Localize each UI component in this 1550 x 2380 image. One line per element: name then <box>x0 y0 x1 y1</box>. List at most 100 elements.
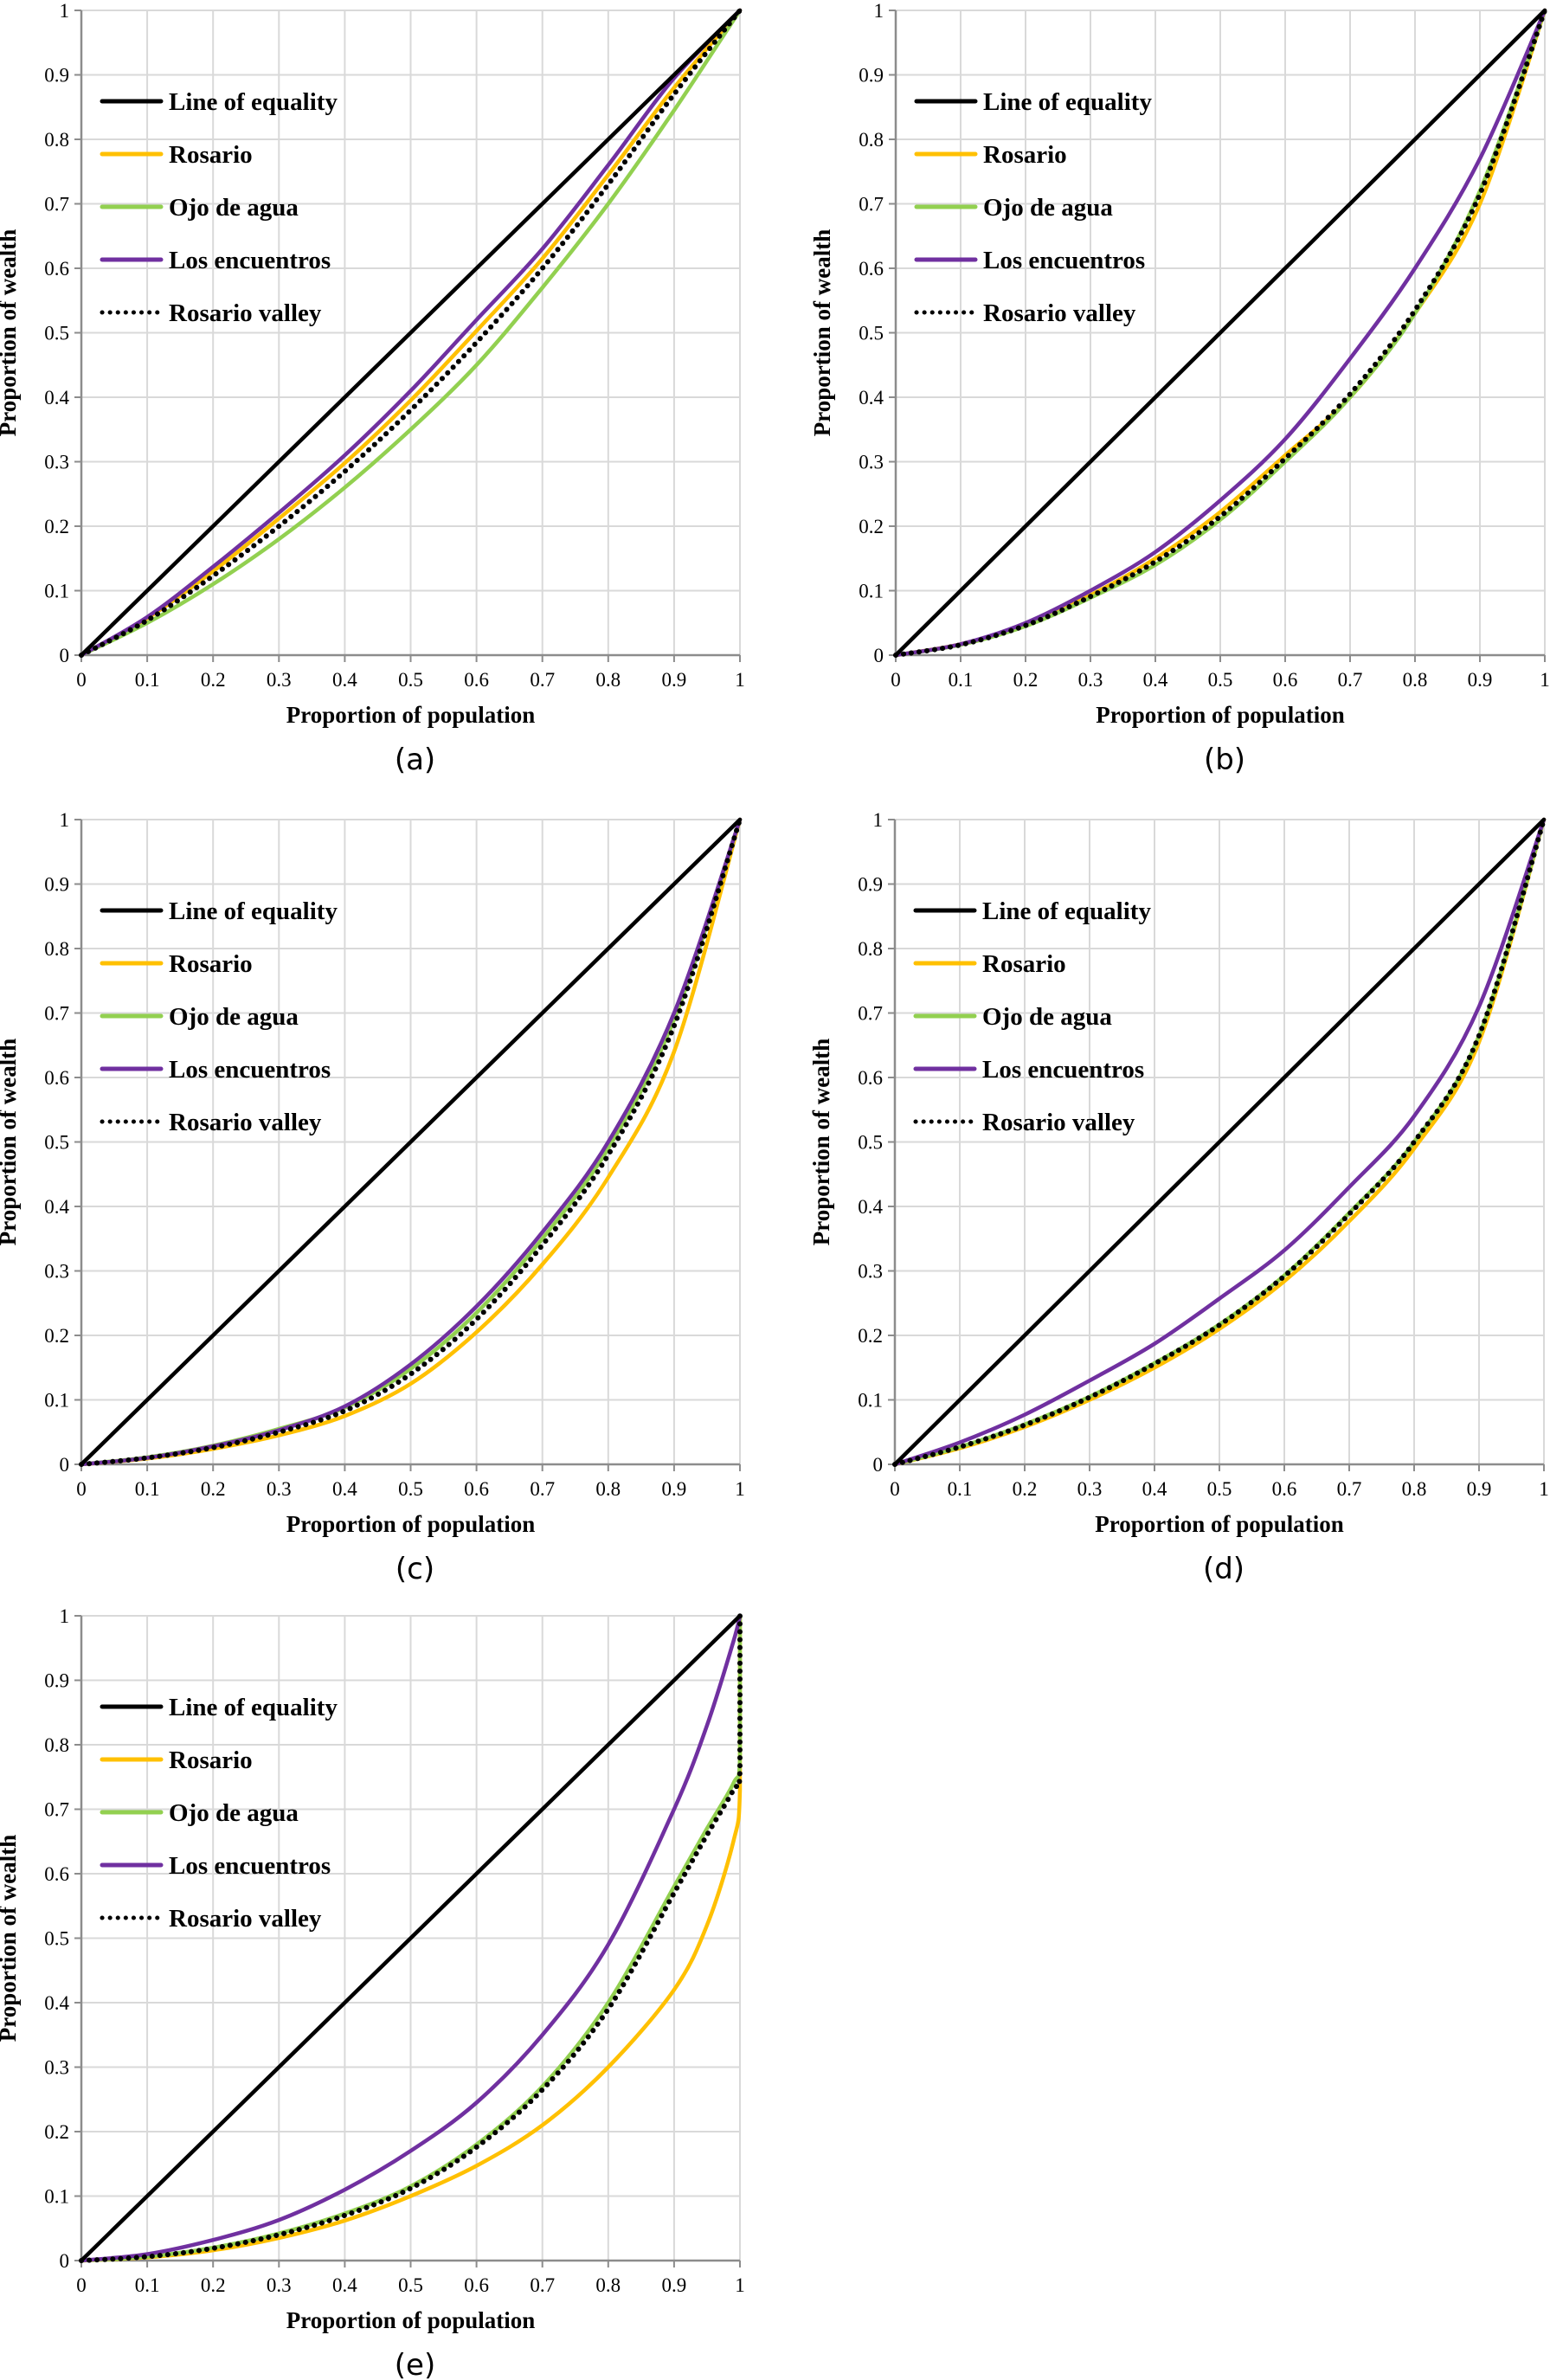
y-tick-label: 0.4 <box>859 387 884 408</box>
chart-panel-b: 0 0.1 0.2 0.3 0.4 0.5 0.6 0.7 0.8 0.9 1 0 0.1 0.2 0.3 0… <box>809 0 1550 777</box>
x-tick-label: 1 <box>735 1478 745 1500</box>
x-tick-label: 0.9 <box>662 1478 687 1500</box>
y-tick-label: 0.6 <box>44 258 69 280</box>
x-tick-label: 0.3 <box>1078 669 1103 691</box>
legend-label: Rosario <box>982 950 1066 978</box>
y-axis-title: Proportion of wealth <box>808 1039 834 1245</box>
legend-item: Ojo de agua <box>100 1003 299 1031</box>
x-tick-label: 0.4 <box>332 669 357 691</box>
legend-label: Rosario valley <box>169 299 322 327</box>
y-tick-label: 0.9 <box>44 1670 69 1692</box>
x-tick-label: 0.2 <box>201 669 226 691</box>
x-tick-label: 0 <box>76 2274 87 2296</box>
x-tick-label: 0 <box>890 1478 900 1500</box>
x-tick-label: 0.7 <box>530 2274 555 2296</box>
x-tick-label: 0.6 <box>464 669 489 691</box>
y-tick-label: 0.7 <box>44 1003 69 1025</box>
y-tick-label: 0 <box>60 645 70 666</box>
legend-item: Line of equality <box>914 88 1152 116</box>
x-tick-label: 0.1 <box>135 2274 160 2296</box>
legend-item: Ojo de agua <box>913 1003 1112 1031</box>
x-axis-title: Proportion of population <box>1095 1511 1344 1537</box>
y-tick-label: 0.7 <box>859 194 884 215</box>
legend-item: Rosario <box>914 141 1067 169</box>
y-tick-label: 0.4 <box>858 1196 883 1218</box>
y-tick-label: 0.1 <box>44 1390 69 1412</box>
series-line-line-of-equality <box>893 8 1547 658</box>
legend-item: Los encuentros <box>100 247 331 274</box>
y-tick-label: 0.6 <box>858 1067 883 1089</box>
x-axis-title: Proportion of population <box>1096 702 1345 728</box>
y-tick-label: 0.5 <box>858 1132 883 1154</box>
legend-item: Rosario <box>100 141 253 169</box>
x-tick-label: 0.7 <box>530 669 555 691</box>
x-tick-label: 0.8 <box>595 2274 621 2296</box>
y-tick-label: 0.5 <box>44 323 69 344</box>
x-tick-label: 1 <box>735 2274 745 2296</box>
y-tick-label: 0.2 <box>44 516 69 537</box>
legend-item: Line of equality <box>100 1694 338 1721</box>
x-tick-label: 0.4 <box>1142 1478 1167 1500</box>
y-tick-label: 0.1 <box>858 1390 883 1412</box>
panel-caption: (b) <box>1204 743 1245 777</box>
series-line-rosario-valley <box>892 817 1547 1467</box>
legend-label: Ojo de agua <box>983 194 1113 222</box>
x-tick-label: 0.1 <box>135 1478 160 1500</box>
x-tick-label: 0.3 <box>267 669 292 691</box>
y-tick-label: 0 <box>60 1454 70 1476</box>
legend-item: Los encuentros <box>913 1056 1144 1084</box>
y-axis-title: Proportion of wealth <box>0 229 21 436</box>
legend: Line of equality Rosario Ojo de agua Los en… <box>914 88 1152 327</box>
y-tick-label: 0.4 <box>44 1992 69 2014</box>
x-tick-label: 0.7 <box>530 1478 555 1500</box>
y-tick-label: 0.6 <box>859 258 884 280</box>
legend-item: Ojo de agua <box>100 1799 299 1827</box>
y-tick-label: 0 <box>60 2250 70 2272</box>
legend-item: Rosario valley <box>913 1109 1135 1136</box>
x-tick-label: 0.4 <box>332 1478 357 1500</box>
y-tick-label: 1 <box>60 0 70 22</box>
y-tick-label: 0.9 <box>44 65 69 87</box>
y-tick-label: 0.4 <box>44 1196 69 1218</box>
x-tick-label: 0.1 <box>949 669 974 691</box>
x-tick-label: 0.8 <box>1403 669 1428 691</box>
y-tick-label: 0.1 <box>44 581 69 602</box>
series-line-los-encuentros <box>892 817 1547 1467</box>
x-tick-label: 0.6 <box>1272 1478 1297 1500</box>
legend-label: Ojo de agua <box>169 1799 299 1827</box>
legend-item: Rosario <box>913 950 1066 978</box>
legend-item: Los encuentros <box>100 1056 331 1084</box>
x-tick-label: 0.6 <box>464 2274 489 2296</box>
x-tick-label: 0.6 <box>464 1478 489 1500</box>
legend-label: Los encuentros <box>169 1852 331 1880</box>
legend-label: Rosario valley <box>983 299 1136 327</box>
panel-caption: (a) <box>395 743 435 777</box>
y-tick-label: 0.5 <box>44 1132 69 1154</box>
series-line-rosario <box>79 1613 743 2263</box>
legend-label: Line of equality <box>169 88 338 116</box>
x-axis-title: Proportion of population <box>286 2307 536 2333</box>
legend-item: Line of equality <box>913 897 1151 925</box>
y-tick-label: 0.3 <box>859 452 884 473</box>
y-tick-label: 1 <box>874 0 884 22</box>
legend-label: Rosario valley <box>169 1109 322 1136</box>
y-axis-title: Proportion of wealth <box>809 229 835 436</box>
legend-label: Ojo de agua <box>169 1003 299 1031</box>
y-tick-label: 0.6 <box>44 1067 69 1089</box>
y-tick-label: 0.1 <box>859 581 884 602</box>
x-tick-label: 0.9 <box>1468 669 1493 691</box>
x-tick-label: 0.6 <box>1273 669 1298 691</box>
x-tick-label: 0 <box>76 669 87 691</box>
legend: Line of equality Rosario Ojo de agua Los en… <box>100 1694 338 1933</box>
y-tick-label: 0.2 <box>44 1325 69 1347</box>
legend: Line of equality Rosario Ojo de agua Los en… <box>100 88 338 327</box>
x-axis-title: Proportion of population <box>286 702 536 728</box>
x-tick-label: 0.5 <box>398 669 423 691</box>
legend-label: Line of equality <box>983 88 1152 116</box>
y-tick-label: 0.7 <box>44 1799 69 1821</box>
x-axis-title: Proportion of population <box>286 1511 536 1537</box>
series-line-line-of-equality <box>79 1613 743 2263</box>
legend-label: Line of equality <box>169 1694 338 1721</box>
panel-caption: (e) <box>395 2348 435 2380</box>
series-line-los-encuentros <box>79 8 743 658</box>
